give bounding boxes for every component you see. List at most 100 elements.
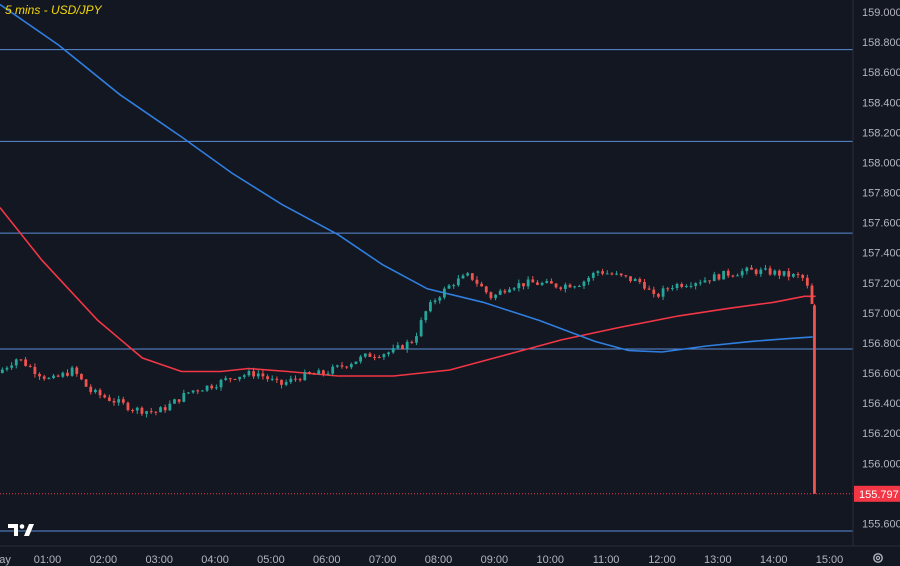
candle [224, 378, 228, 380]
candle [536, 282, 539, 285]
candle [796, 274, 800, 276]
y-tick-label: 155.600 [862, 518, 900, 530]
gear-icon[interactable] [872, 552, 884, 564]
candle [740, 271, 744, 276]
candle [610, 273, 614, 275]
moving-averages [0, 3, 816, 377]
candle [582, 281, 586, 286]
candle [591, 272, 595, 278]
x-tick-label: 06:00 [313, 554, 341, 566]
candle [480, 283, 484, 287]
y-tick-label: 158.200 [862, 127, 900, 139]
candle [233, 379, 237, 381]
candle [210, 385, 214, 389]
x-tick-label: 13:00 [704, 554, 732, 566]
y-tick-label: 157.200 [862, 278, 900, 290]
candle [615, 273, 618, 275]
candle [526, 279, 530, 287]
candle [573, 286, 577, 288]
candle [494, 294, 497, 299]
y-tick-label: 157.000 [862, 308, 900, 320]
candle [647, 288, 651, 290]
candle [498, 290, 502, 295]
candle [214, 387, 218, 389]
candle [657, 293, 660, 297]
candle [238, 376, 242, 380]
candle [117, 399, 121, 403]
candle [638, 279, 642, 282]
x-tick-label: 02:00 [90, 554, 118, 566]
candle [75, 367, 79, 374]
candle [335, 365, 339, 367]
candle [298, 379, 302, 381]
candle [554, 283, 558, 288]
x-tick-label: 12:00 [648, 554, 676, 566]
candle [577, 285, 581, 287]
candle [531, 279, 535, 283]
candle [196, 390, 200, 392]
candle [303, 371, 307, 381]
candle [340, 365, 344, 367]
candle [28, 365, 32, 367]
y-tick-label: 157.800 [862, 188, 900, 200]
price-axis[interactable]: 159.000 158.800 158.600 158.400 158.200 158.0… [862, 7, 900, 530]
y-tick-label: 158.800 [862, 37, 900, 49]
candle [103, 395, 107, 398]
candle [0, 369, 4, 374]
y-tick-label: 156.600 [862, 368, 900, 380]
candle [624, 275, 628, 277]
tradingview-logo-icon[interactable] [8, 522, 34, 538]
candle [563, 284, 567, 289]
candles [0, 264, 816, 494]
candle [363, 353, 367, 357]
candle [201, 390, 204, 392]
candle [98, 389, 102, 396]
candle [284, 382, 288, 385]
candle [694, 283, 698, 286]
candle [312, 373, 316, 375]
candle [424, 311, 428, 321]
candle [66, 372, 69, 376]
candle [726, 270, 730, 276]
candle [778, 270, 781, 276]
y-tick-label: 158.400 [862, 97, 900, 109]
candle [508, 289, 511, 293]
candle [745, 267, 749, 272]
candle [787, 271, 791, 277]
candle [47, 378, 51, 380]
candle [52, 375, 55, 379]
candle [675, 283, 679, 288]
x-tick-label: 03:00 [145, 554, 173, 566]
candle [545, 281, 549, 283]
candle [456, 278, 460, 286]
time-axis[interactable]: ay 01:00 02:00 03:00 04:00 05:00 06:00 07:00 08:… [0, 554, 843, 566]
candle [159, 407, 162, 413]
candle [270, 378, 274, 380]
candle [750, 267, 753, 270]
candle [805, 277, 809, 286]
candle [759, 269, 763, 275]
candle [228, 378, 232, 380]
candle [461, 275, 465, 279]
candle [768, 268, 772, 275]
candle [619, 273, 623, 276]
last-price-tag: 155.797 [854, 485, 900, 502]
candle [764, 268, 767, 270]
candle [605, 273, 609, 275]
candle [810, 285, 814, 304]
candle [415, 336, 418, 343]
chart-title: 5 mins - USD/JPY [5, 3, 102, 17]
candle [433, 300, 437, 303]
candle [429, 302, 432, 312]
candle [256, 373, 260, 377]
candle [135, 407, 139, 411]
candle [373, 356, 376, 358]
price-tag-label: 155.797 [859, 489, 899, 501]
candle [107, 397, 111, 401]
candle [5, 367, 9, 370]
y-tick-label: 157.600 [862, 218, 900, 230]
candle [731, 275, 735, 277]
candle [33, 366, 37, 374]
candle [168, 403, 172, 411]
